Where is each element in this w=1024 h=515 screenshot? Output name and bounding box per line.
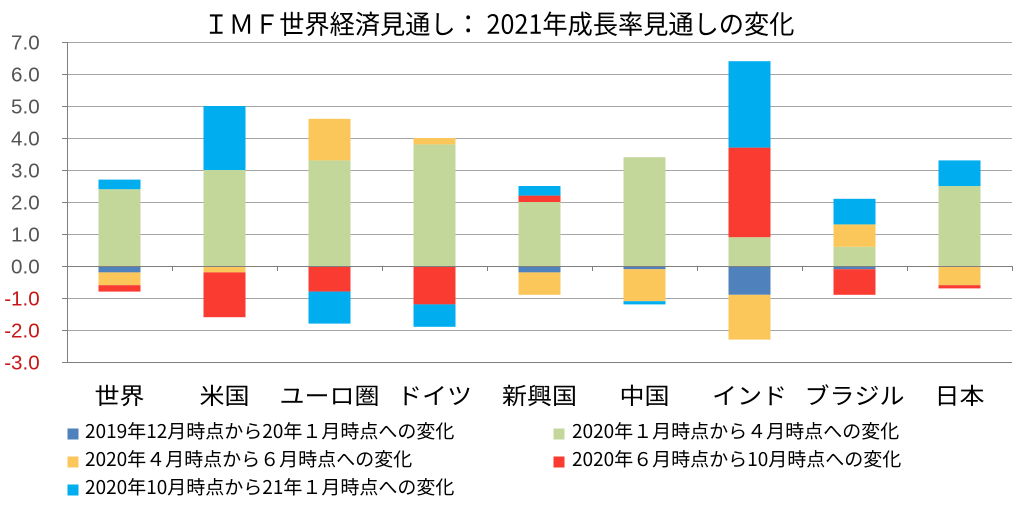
svg-text:4.0: 4.0: [11, 128, 40, 151]
svg-text:-2.0: -2.0: [4, 320, 40, 343]
svg-text:3.0: 3.0: [11, 160, 40, 183]
svg-text:0.0: 0.0: [11, 256, 40, 279]
svg-text:5.0: 5.0: [11, 96, 40, 119]
svg-text:1.0: 1.0: [11, 224, 40, 247]
svg-text:-3.0: -3.0: [4, 352, 40, 375]
svg-text:7.0: 7.0: [11, 32, 40, 55]
svg-text:-1.0: -1.0: [4, 288, 40, 311]
svg-text:2.0: 2.0: [11, 192, 40, 215]
svg-text:6.0: 6.0: [11, 64, 40, 87]
